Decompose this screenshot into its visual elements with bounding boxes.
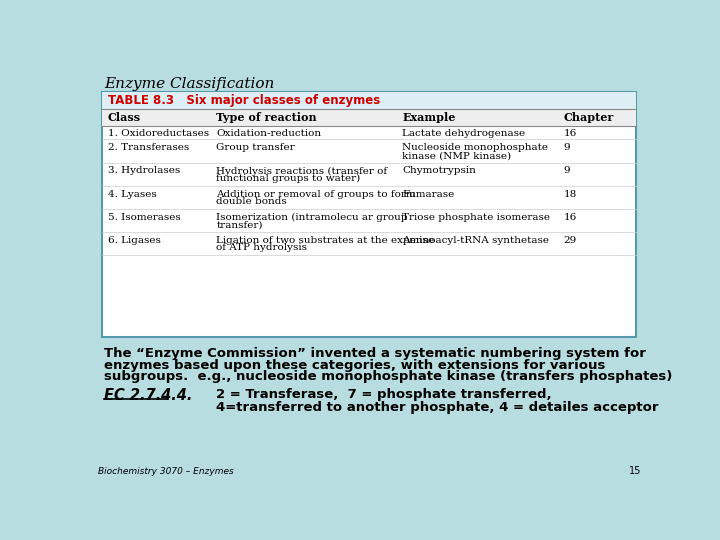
Text: of ATP hydrolysis: of ATP hydrolysis xyxy=(216,244,307,252)
Text: 4. Lyases: 4. Lyases xyxy=(108,190,156,199)
Text: transfer): transfer) xyxy=(216,220,263,230)
Text: TABLE 8.3   Six major classes of enzymes: TABLE 8.3 Six major classes of enzymes xyxy=(108,94,380,107)
Text: subgroups.  e.g., nucleoside monophosphate kinase (transfers phosphates): subgroups. e.g., nucleoside monophosphat… xyxy=(104,370,672,383)
Text: 5. Isomerases: 5. Isomerases xyxy=(108,213,181,221)
Text: Example: Example xyxy=(402,112,456,123)
Text: 15: 15 xyxy=(629,466,642,476)
Text: kinase (NMP kinase): kinase (NMP kinase) xyxy=(402,151,511,160)
Text: Aminoacyl-tRNA synthetase: Aminoacyl-tRNA synthetase xyxy=(402,236,549,245)
Text: enzymes based upon these categories, with extensions for various: enzymes based upon these categories, wit… xyxy=(104,359,606,372)
Text: 18: 18 xyxy=(564,190,577,199)
Text: 2. Transferases: 2. Transferases xyxy=(108,143,189,152)
Text: 16: 16 xyxy=(564,130,577,138)
Text: Chapter: Chapter xyxy=(564,112,613,123)
Text: 3. Hydrolases: 3. Hydrolases xyxy=(108,166,180,176)
Text: 29: 29 xyxy=(564,236,577,245)
Text: 4=transferred to another phosphate, 4 = detailes acceptor: 4=transferred to another phosphate, 4 = … xyxy=(215,401,658,414)
Text: Biochemistry 3070 – Enzymes: Biochemistry 3070 – Enzymes xyxy=(98,467,233,476)
Text: Enzyme Classification: Enzyme Classification xyxy=(104,77,274,91)
Text: Chymotrypsin: Chymotrypsin xyxy=(402,166,476,176)
FancyBboxPatch shape xyxy=(102,92,636,109)
Text: functional groups to water): functional groups to water) xyxy=(216,174,361,183)
Text: Addition or removal of groups to form: Addition or removal of groups to form xyxy=(216,190,416,199)
Text: Nucleoside monophosphate: Nucleoside monophosphate xyxy=(402,143,549,152)
Text: EC 2.7.4.4.: EC 2.7.4.4. xyxy=(104,388,192,403)
FancyBboxPatch shape xyxy=(102,109,636,126)
Text: 1. Oxidoreductases: 1. Oxidoreductases xyxy=(108,130,209,138)
Text: 9: 9 xyxy=(564,166,570,176)
Text: Class: Class xyxy=(108,112,141,123)
Text: Group transfer: Group transfer xyxy=(216,143,295,152)
Text: The “Enzyme Commission” invented a systematic numbering system for: The “Enzyme Commission” invented a syste… xyxy=(104,347,646,360)
Text: Isomerization (intramolecu ar group: Isomerization (intramolecu ar group xyxy=(216,213,408,222)
Text: Hydrolysis reactions (transfer of: Hydrolysis reactions (transfer of xyxy=(216,166,387,176)
Text: 2 = Transferase,  7 = phosphate transferred,: 2 = Transferase, 7 = phosphate transferr… xyxy=(215,388,552,401)
Text: Triose phosphate isomerase: Triose phosphate isomerase xyxy=(402,213,550,221)
Text: 9: 9 xyxy=(564,143,570,152)
Text: double bonds: double bonds xyxy=(216,197,287,206)
Text: Fumarase: Fumarase xyxy=(402,190,454,199)
Text: Oxidation-reduction: Oxidation-reduction xyxy=(216,130,321,138)
Text: 6. Ligases: 6. Ligases xyxy=(108,236,161,245)
Text: Type of reaction: Type of reaction xyxy=(216,112,317,123)
Text: Ligation of two substrates at the expense: Ligation of two substrates at the expens… xyxy=(216,236,434,245)
FancyBboxPatch shape xyxy=(102,92,636,336)
Text: Lactate dehydrogenase: Lactate dehydrogenase xyxy=(402,130,526,138)
Text: 16: 16 xyxy=(564,213,577,221)
